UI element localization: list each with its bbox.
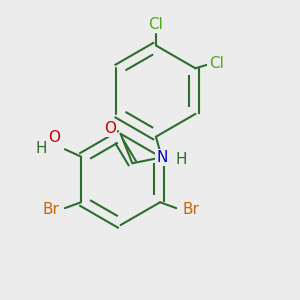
Text: H: H <box>176 152 188 167</box>
Text: Cl: Cl <box>148 17 163 32</box>
Text: H: H <box>36 141 47 156</box>
Text: N: N <box>156 150 167 165</box>
Text: O: O <box>104 121 116 136</box>
Text: Cl: Cl <box>209 56 224 71</box>
Text: Br: Br <box>42 202 59 217</box>
Text: O: O <box>48 130 60 146</box>
Text: Br: Br <box>182 202 199 217</box>
